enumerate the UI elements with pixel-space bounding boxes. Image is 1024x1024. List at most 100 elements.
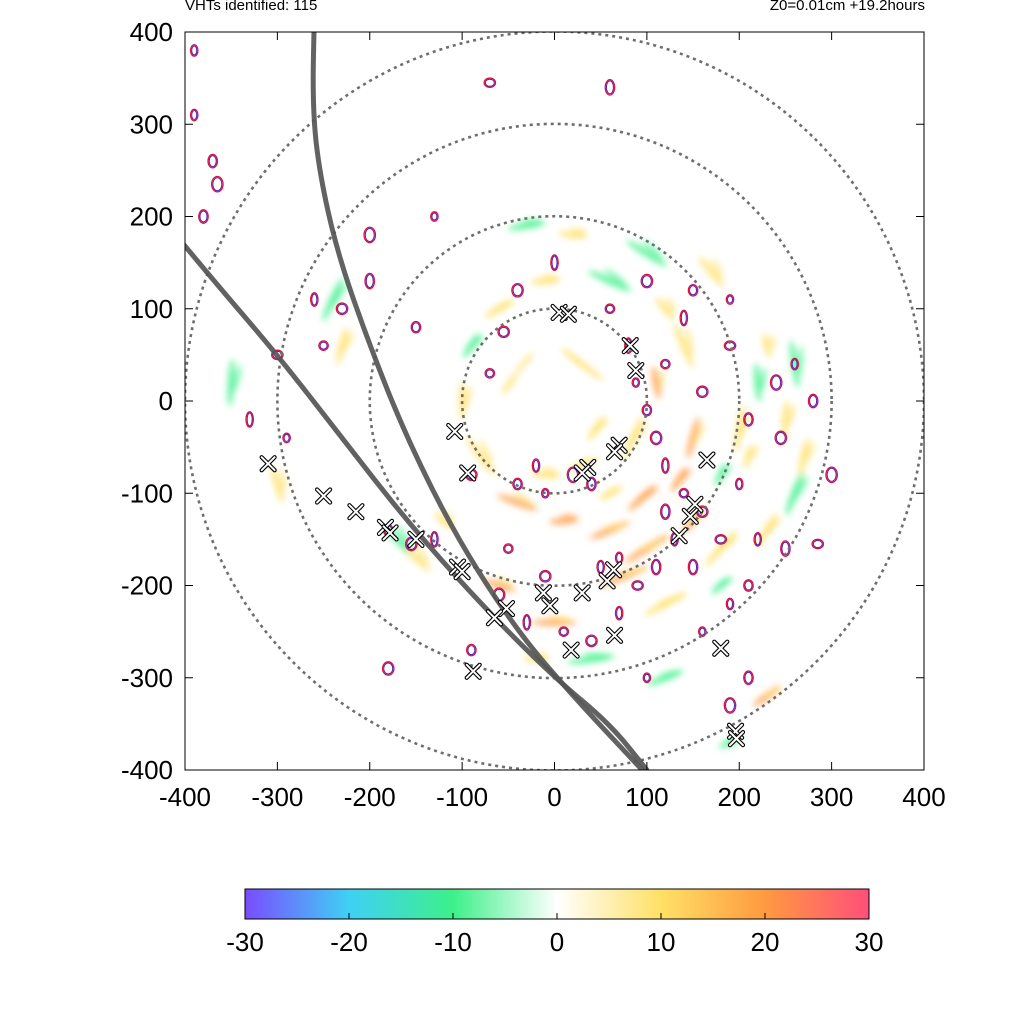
contour-cell [689, 560, 698, 575]
contour-cell [774, 430, 788, 446]
contour-cell [484, 78, 495, 87]
field-cell [622, 416, 644, 460]
y-tick-label: 400 [130, 17, 173, 47]
field-cell [482, 579, 516, 592]
field-cell [497, 494, 538, 511]
field-cell [414, 544, 430, 564]
contour-cell [651, 431, 662, 444]
field-cell [762, 334, 772, 358]
vht-marker [534, 584, 553, 602]
contour-cell [725, 698, 736, 713]
y-tick-label: 200 [130, 202, 173, 232]
vht-marker-fill [574, 585, 590, 601]
contour-cell [659, 503, 671, 521]
contour-cell [523, 615, 530, 630]
field-cell [750, 445, 759, 459]
field-cell [651, 366, 661, 400]
x-tick-label: 400 [902, 782, 945, 812]
vht-marker-fill [348, 504, 364, 520]
field-cell [577, 348, 599, 373]
contour-cell [430, 211, 439, 222]
field-cell [583, 652, 612, 659]
field-cell [686, 327, 694, 356]
flight-track [310, 32, 645, 770]
contour-cell [723, 697, 737, 714]
x-tick-label: -300 [251, 782, 303, 812]
colorbar-tick-label: 10 [647, 927, 676, 957]
colorbar-tick-label: 0 [550, 927, 564, 957]
vht-marker [562, 641, 580, 659]
field-cell [342, 331, 354, 353]
contour-cell [661, 360, 670, 369]
contour-cell [743, 670, 754, 686]
vht-marker [314, 487, 333, 505]
vht-count-label: VHTs identified: 115 [185, 0, 318, 14]
vht-marker [464, 662, 482, 680]
contour-cell [809, 395, 818, 407]
contour-cell [246, 412, 253, 427]
y-tick-label: -100 [121, 478, 173, 508]
plot-background [185, 32, 924, 770]
field-cell [699, 256, 725, 287]
field-cell [464, 385, 472, 409]
contour-cell [605, 304, 614, 313]
field-cell [787, 404, 796, 427]
contour-cell [207, 153, 219, 169]
contour-cell [212, 177, 223, 192]
field-cell [659, 670, 683, 677]
contour-cell [743, 412, 754, 427]
contour-cell [825, 466, 838, 484]
field-cell [760, 367, 767, 390]
field-cell [614, 568, 646, 576]
contour-cell [483, 77, 497, 89]
contour-cell [791, 359, 798, 370]
field-cell [714, 463, 727, 486]
field-cell [638, 487, 659, 501]
contour-cell [753, 532, 763, 547]
field-cell [603, 522, 629, 530]
field-cell [642, 239, 664, 260]
contour-cell [208, 155, 217, 168]
vht-marker-fill [713, 640, 729, 656]
contour-cell [652, 560, 661, 575]
vht-marker [598, 572, 616, 590]
vht-marker-fill [260, 456, 276, 472]
vht-marker-fill [465, 663, 481, 679]
field-cell [659, 368, 665, 389]
contour-cell [431, 532, 438, 547]
vht-marker [698, 451, 716, 469]
contour-cell [727, 295, 734, 304]
x-tick-label: 200 [718, 782, 761, 812]
contour-cell [661, 504, 670, 519]
contour-cell [335, 302, 349, 316]
vht-marker [347, 503, 365, 521]
vht-marker-fill [687, 496, 703, 512]
field-cell [270, 465, 284, 503]
field-cell [692, 422, 706, 446]
contour-cell [744, 580, 753, 591]
vht-marker [573, 464, 591, 482]
vht-marker-fill [599, 573, 615, 589]
y-tick-label: 0 [159, 386, 173, 416]
contour-cell [660, 457, 670, 474]
contour-cell [725, 597, 735, 611]
field-cell [770, 334, 776, 349]
contour-cell [679, 309, 689, 327]
contour-cell [640, 273, 654, 289]
y-tick-label: -400 [121, 755, 173, 785]
field-cell [678, 468, 692, 482]
contour-cell [775, 431, 786, 444]
field-cell [657, 595, 686, 605]
contour-cell [586, 635, 597, 646]
field-cell [588, 270, 632, 292]
contour-cell [383, 662, 394, 675]
vht-marker [605, 561, 623, 579]
contour-cell [318, 340, 329, 351]
contour-cell [587, 478, 596, 491]
flight-track [185, 242, 650, 770]
contour-cell [697, 386, 708, 397]
vht-marker-fill [728, 731, 744, 747]
field-cell [570, 227, 588, 235]
field-cell [542, 274, 560, 280]
